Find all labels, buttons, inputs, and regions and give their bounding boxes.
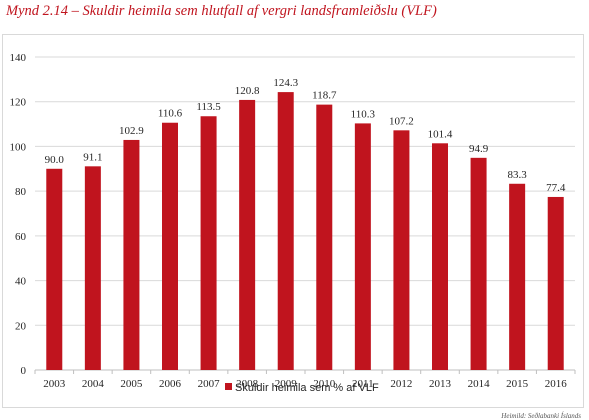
y-tick-label: 0 (21, 365, 27, 377)
data-label: 113.5 (196, 101, 221, 113)
bar (547, 196, 564, 370)
y-tick-label: 80 (15, 186, 27, 198)
bar (470, 157, 487, 370)
x-tick-label: 2008 (236, 378, 259, 390)
bar (277, 92, 294, 371)
x-tick-label: 2004 (82, 378, 105, 390)
data-label: 110.3 (351, 108, 376, 120)
bar (84, 166, 101, 370)
chart-area: 0 20 40 60 80 100 120 140 90.0 2003 91.1 2004 102.9 2… (2, 34, 584, 408)
data-label: 91.1 (83, 151, 102, 163)
data-label: 102.9 (119, 125, 144, 137)
x-tick-label: 2016 (545, 378, 568, 390)
bar (46, 168, 63, 370)
x-tick-label: 2006 (159, 378, 182, 390)
y-tick-label: 100 (10, 141, 27, 153)
bar-chart: 0 20 40 60 80 100 120 140 90.0 2003 91.1 2004 102.9 2… (10, 52, 576, 394)
data-label: 107.2 (389, 115, 414, 127)
x-tick-label: 2013 (429, 378, 452, 390)
data-label: 124.3 (273, 77, 298, 89)
data-label: 110.6 (158, 108, 183, 120)
legend: Skuldir heimila sem % af VLF (225, 382, 379, 394)
chart-title: Mynd 2.14 – Skuldir heimila sem hlutfall… (6, 3, 437, 19)
x-tick-label: 2015 (506, 378, 529, 390)
bar (316, 104, 333, 370)
x-tick-label: 2011 (352, 378, 374, 390)
bar (432, 143, 448, 370)
y-tick-label: 120 (10, 97, 27, 109)
data-label: 94.9 (469, 143, 489, 155)
bar (354, 123, 371, 370)
y-tick-label: 140 (10, 52, 27, 64)
x-tick-label: 2012 (390, 378, 412, 390)
y-tick-label: 20 (15, 320, 27, 332)
bar (509, 183, 526, 370)
x-tick-label: 2009 (275, 378, 298, 390)
x-tick-label: 2014 (468, 378, 491, 390)
data-label: 101.4 (428, 128, 453, 140)
data-label: 118.7 (312, 90, 337, 102)
bar (123, 139, 140, 370)
source-note: Heimild: Seðlabanki Íslands (501, 412, 581, 420)
bar (200, 116, 217, 370)
bar (239, 99, 256, 370)
bar (393, 130, 410, 370)
y-tick-label: 40 (15, 276, 27, 288)
legend-label: Skuldir heimila sem % af VLF (235, 382, 379, 394)
data-label: 83.3 (508, 169, 528, 181)
data-label: 90.0 (45, 154, 65, 166)
legend-swatch (225, 383, 232, 390)
bar (162, 122, 178, 370)
x-tick-label: 2010 (313, 378, 336, 390)
data-label: 120.8 (235, 85, 260, 97)
data-label: 77.4 (546, 182, 566, 194)
x-tick-label: 2003 (43, 378, 66, 390)
y-tick-label: 60 (15, 231, 27, 243)
x-tick-label: 2005 (120, 378, 143, 390)
x-tick-label: 2007 (198, 378, 221, 390)
